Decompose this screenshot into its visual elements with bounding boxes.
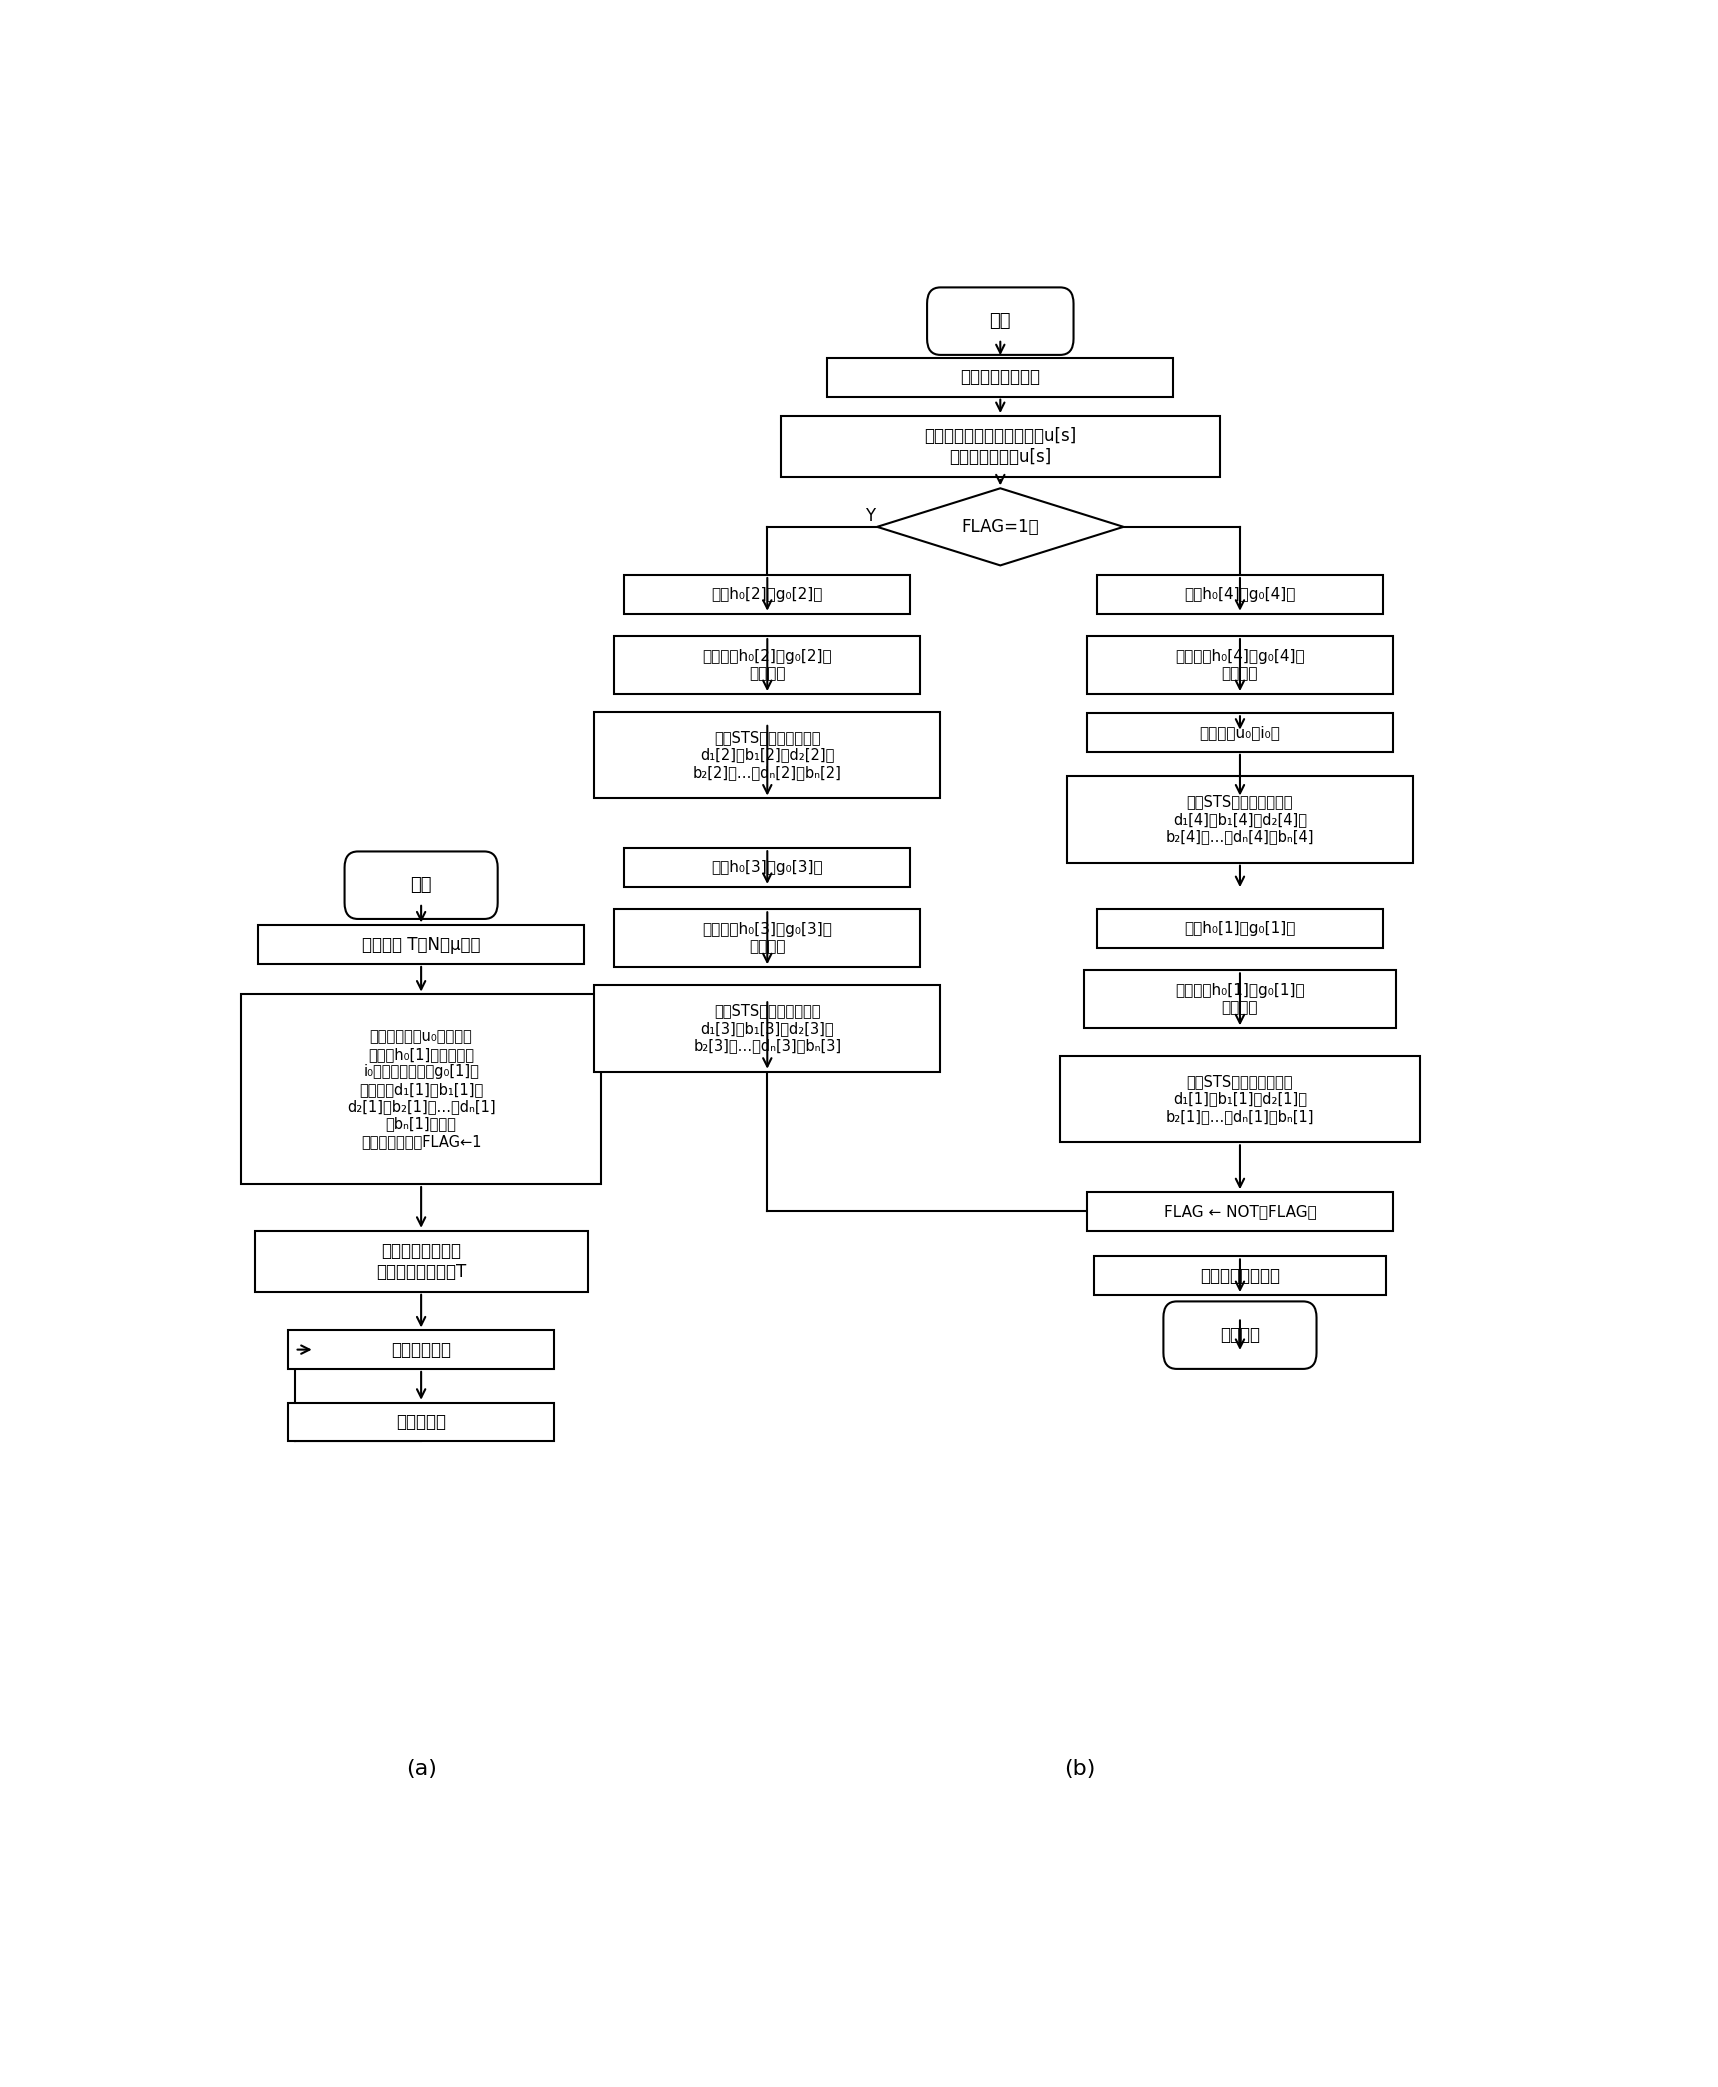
Text: FLAG=1？: FLAG=1？ [962, 518, 1039, 536]
Text: 查询STS状态，依次读取
d₁[3]和b₁[3]、d₂[3]和
b₂[3]、…、dₙ[3]和bₙ[3]: 查询STS状态，依次读取 d₁[3]和b₁[3]、d₂[3]和 b₂[3]、…、… [694, 1004, 842, 1054]
FancyBboxPatch shape [1087, 637, 1393, 695]
FancyBboxPatch shape [1163, 1302, 1316, 1369]
Text: 保存中断现场数据: 保存中断现场数据 [960, 369, 1041, 386]
FancyBboxPatch shape [1060, 1056, 1419, 1142]
Text: 恢复中断现场数据: 恢复中断现场数据 [1199, 1267, 1280, 1286]
Text: 主循环步骤: 主循环步骤 [397, 1413, 447, 1432]
Text: 计算h₀[4]和g₀[4]值: 计算h₀[4]和g₀[4]值 [1184, 586, 1295, 601]
FancyBboxPatch shape [615, 637, 921, 695]
FancyBboxPatch shape [289, 1329, 555, 1369]
FancyBboxPatch shape [624, 576, 911, 614]
Text: 依次发送h₀[3]和g₀[3]到
从处理器: 依次发送h₀[3]和g₀[3]到 从处理器 [703, 922, 832, 954]
Text: 查询STS状态，依次读取
d₁[4]和b₁[4]、d₂[4]和
b₂[4]、…、dₙ[4]和bₙ[4]: 查询STS状态，依次读取 d₁[4]和b₁[4]、d₂[4]和 b₂[4]、…、… [1167, 795, 1314, 845]
Text: 查询STS状态，依次读取
d₁[2]和b₁[2]、d₂[2]和
b₂[2]、…、dₙ[2]和bₙ[2]: 查询STS状态，依次读取 d₁[2]和b₁[2]、d₂[2]和 b₂[2]、…、… [692, 730, 842, 781]
FancyBboxPatch shape [1096, 910, 1383, 947]
FancyBboxPatch shape [1084, 970, 1397, 1029]
Text: 依次发送h₀[1]和g₀[1]到
从处理器: 依次发送h₀[1]和g₀[1]到 从处理器 [1175, 983, 1304, 1016]
FancyBboxPatch shape [1094, 1256, 1386, 1294]
Text: 计算h₀[2]和g₀[2]值: 计算h₀[2]和g₀[2]值 [711, 586, 823, 601]
Text: (a): (a) [405, 1759, 436, 1778]
Text: 计算h₀[1]和g₀[1]值: 计算h₀[1]和g₀[1]值 [1184, 920, 1295, 937]
FancyBboxPatch shape [594, 985, 940, 1071]
FancyBboxPatch shape [1067, 776, 1412, 862]
Text: 中断返回: 中断返回 [1220, 1325, 1259, 1344]
Polygon shape [878, 488, 1124, 566]
Text: 同时采样得到电压采样数据u[s]
和电流采样数据u[s]: 同时采样得到电压采样数据u[s] 和电流采样数据u[s] [924, 428, 1077, 465]
FancyBboxPatch shape [1096, 576, 1383, 614]
FancyBboxPatch shape [254, 1231, 588, 1292]
FancyBboxPatch shape [780, 415, 1220, 478]
FancyBboxPatch shape [828, 359, 1173, 397]
Text: 开始: 开始 [411, 877, 431, 893]
Text: 开始: 开始 [990, 313, 1012, 330]
Text: 依次发送h₀[4]和g₀[4]到
从处理器: 依次发送h₀[4]和g₀[4]到 从处理器 [1175, 649, 1304, 680]
FancyBboxPatch shape [624, 847, 911, 887]
Text: Y: Y [864, 507, 874, 524]
Text: 设置定时器的定时
时间等于采样周期T: 设置定时器的定时 时间等于采样周期T [376, 1242, 466, 1281]
Text: 依次发送h₀[2]和g₀[2]到
从处理器: 依次发送h₀[2]和g₀[2]到 从处理器 [703, 649, 832, 680]
FancyBboxPatch shape [615, 910, 921, 966]
FancyBboxPatch shape [258, 925, 584, 964]
FancyBboxPatch shape [1087, 714, 1393, 751]
Text: FLAG ← NOT（FLAG）: FLAG ← NOT（FLAG） [1163, 1204, 1316, 1219]
FancyBboxPatch shape [289, 1402, 555, 1442]
Text: 设置参数 T、N、μ的值: 设置参数 T、N、μ的值 [362, 935, 481, 954]
Text: 开放定时中断: 开放定时中断 [392, 1340, 452, 1359]
FancyBboxPatch shape [241, 995, 601, 1183]
FancyBboxPatch shape [928, 288, 1074, 355]
Text: 设定直流电压u₀、直流电
压增量h₀[1]、直流电流
i₀、直流电流增量g₀[1]、
中间变量d₁[1]和b₁[1]、
d₂[1]和b₂[1]、…、dₙ[1]
: 设定直流电压u₀、直流电 压增量h₀[1]、直流电流 i₀、直流电流增量g₀[1… [347, 1029, 495, 1150]
FancyBboxPatch shape [1087, 1192, 1393, 1231]
Text: 迭代处理u₀和i₀，: 迭代处理u₀和i₀， [1199, 724, 1280, 741]
Text: 计算h₀[3]和g₀[3]值: 计算h₀[3]和g₀[3]值 [711, 860, 823, 874]
Text: (b): (b) [1065, 1759, 1096, 1778]
Text: 查询STS状态，依次读取
d₁[1]和b₁[1]、d₂[1]和
b₂[1]、…、dₙ[1]和bₙ[1]: 查询STS状态，依次读取 d₁[1]和b₁[1]、d₂[1]和 b₂[1]、…、… [1167, 1075, 1314, 1123]
FancyBboxPatch shape [594, 712, 940, 799]
FancyBboxPatch shape [345, 851, 498, 918]
